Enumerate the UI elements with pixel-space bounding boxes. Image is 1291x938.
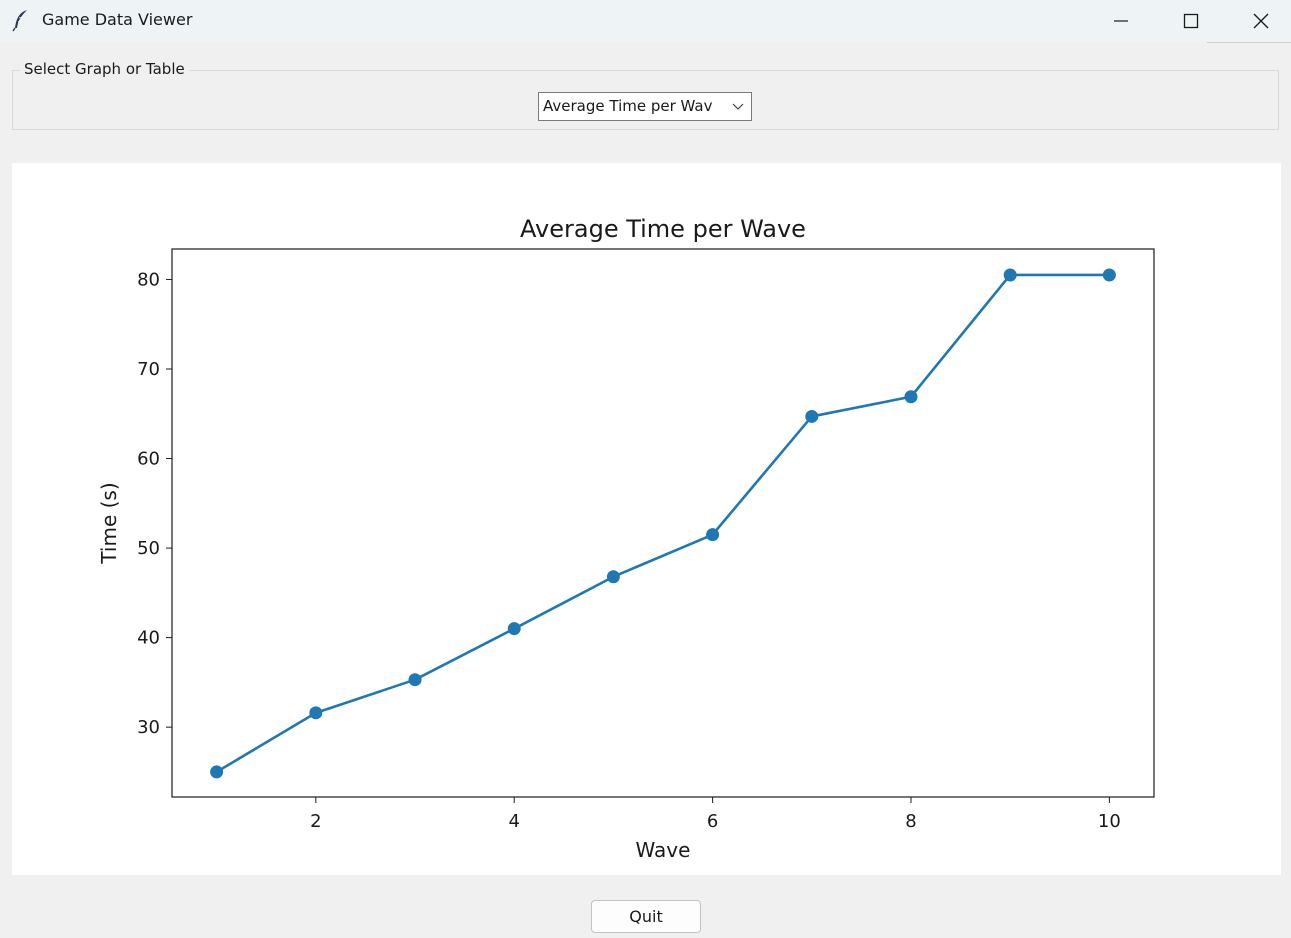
data-point bbox=[904, 390, 918, 404]
y-axis-label: Time (s) bbox=[97, 482, 121, 564]
quit-button[interactable]: Quit bbox=[591, 900, 701, 933]
series-line bbox=[215, 273, 1110, 774]
close-button[interactable] bbox=[1226, 0, 1291, 42]
selector-frame bbox=[12, 70, 1279, 130]
x-axis-label: Wave bbox=[636, 838, 691, 862]
data-point bbox=[706, 528, 720, 542]
minimize-icon bbox=[1114, 20, 1128, 22]
y-tick-label: 40 bbox=[137, 628, 160, 649]
data-point bbox=[805, 409, 819, 423]
graph-type-dropdown-value: Average Time per Wav bbox=[543, 97, 713, 115]
data-point bbox=[309, 706, 323, 720]
data-point bbox=[1102, 268, 1116, 282]
feather-icon bbox=[12, 10, 27, 32]
data-point bbox=[507, 622, 521, 636]
x-tick-label: 6 bbox=[707, 811, 718, 832]
graph-type-dropdown[interactable]: Average Time per Wav bbox=[538, 92, 752, 121]
title-bar-edge bbox=[1207, 42, 1291, 43]
y-tick-label: 60 bbox=[137, 449, 160, 470]
data-point bbox=[1003, 268, 1017, 282]
data-point bbox=[210, 765, 224, 779]
window-title: Game Data Viewer bbox=[42, 10, 193, 29]
data-point bbox=[408, 673, 422, 687]
y-tick-label: 70 bbox=[137, 359, 160, 380]
maximize-button[interactable] bbox=[1156, 0, 1226, 42]
plot-frame bbox=[171, 248, 1155, 798]
minimize-button[interactable] bbox=[1086, 0, 1156, 42]
line-chart: Average Time per Wave 2 4 6 8 10 30 40 50 60 70 80 W… bbox=[97, 215, 1155, 862]
close-icon bbox=[1253, 13, 1269, 29]
chart-title: Average Time per Wave bbox=[520, 215, 806, 243]
y-tick-label: 80 bbox=[137, 269, 160, 290]
x-tick-label: 4 bbox=[508, 811, 519, 832]
y-tick-label: 30 bbox=[137, 717, 160, 738]
y-tick-label: 50 bbox=[137, 538, 160, 559]
x-tick-label: 2 bbox=[310, 811, 321, 832]
title-bar[interactable]: Game Data Viewer bbox=[0, 0, 1291, 42]
selector-frame-label: Select Graph or Table bbox=[20, 60, 189, 78]
x-tick-label: 10 bbox=[1098, 811, 1121, 832]
x-tick-label: 8 bbox=[905, 811, 916, 832]
data-point bbox=[606, 570, 620, 584]
chevron-down-icon bbox=[732, 103, 744, 110]
chart-canvas: Average Time per Wave 2 4 6 8 10 30 40 50 60 70 80 W… bbox=[12, 163, 1281, 875]
maximize-icon bbox=[1183, 13, 1199, 29]
